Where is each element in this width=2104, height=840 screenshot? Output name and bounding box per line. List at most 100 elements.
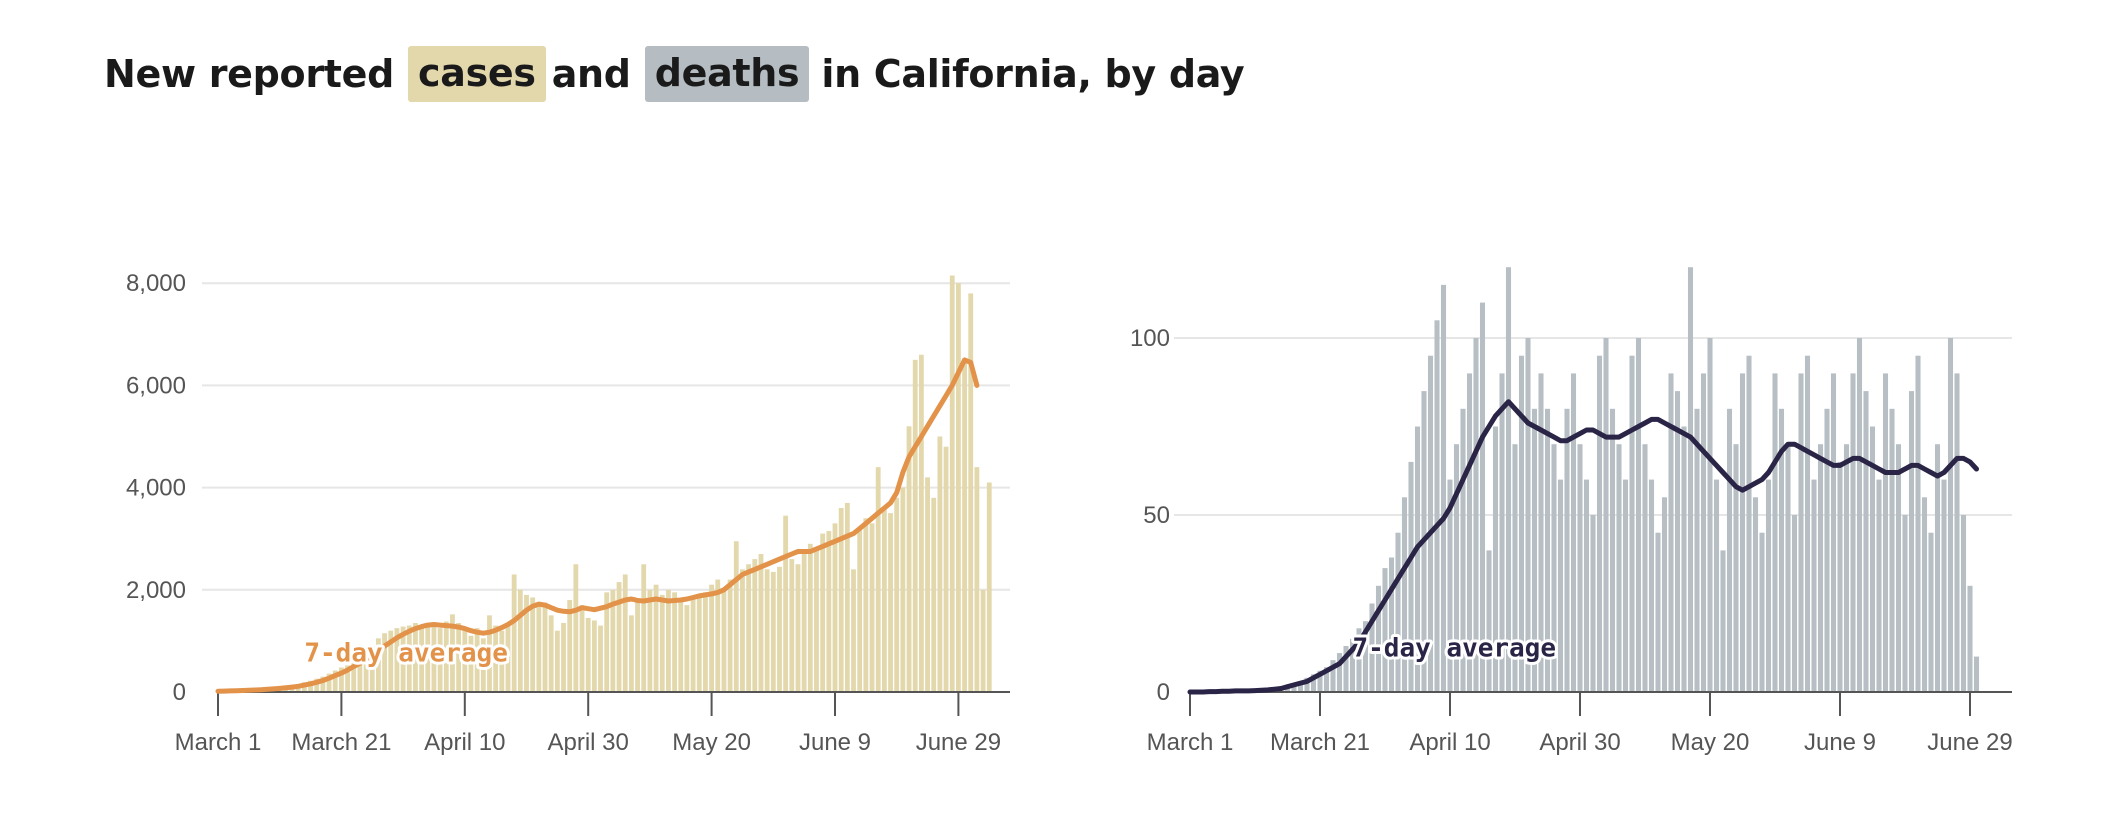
cases-bar [598,625,603,692]
deaths-bar [1824,408,1830,692]
deaths-bar [1791,515,1798,692]
deaths-bar [1499,373,1505,692]
deaths-bar [1876,479,1882,692]
deaths-y-tick-label: 50 [1143,502,1170,529]
deaths-bar [1941,479,1947,692]
cases-bar [332,670,338,692]
deaths-x-tick-label: March 1 [1147,729,1234,756]
cases-bar [875,467,881,692]
cases-bar [419,625,425,692]
deaths-bar [1746,355,1752,692]
cases-bar [616,582,622,692]
deaths-bar [1414,426,1421,692]
deaths-bar [1915,355,1921,692]
cases-bar [400,626,406,692]
deaths-bar [1648,479,1655,692]
cases-bar [857,528,863,692]
cases-bar [894,497,900,692]
cases-bar [443,621,449,692]
cases-bar [912,359,918,692]
deaths-bar [1525,338,1531,692]
deaths-bar [1778,408,1785,692]
deaths-bar [1544,408,1551,692]
cases-bar [308,680,313,692]
cases-bar [814,548,819,692]
deaths-bar [1440,284,1447,692]
cases-bar [764,569,770,692]
cases-bar [672,592,677,692]
cases-bar [721,589,727,692]
cases-bar [740,569,745,692]
deaths-bar [1356,628,1362,692]
cases-average-label: 7-day average [304,638,508,668]
deaths-bar [1609,408,1616,692]
deaths-bar [1531,408,1538,692]
cases-bar [548,615,554,692]
cases-bar [567,600,573,692]
cases-bar [326,673,332,692]
cases-bar [338,667,344,692]
deaths-bar [1603,338,1609,692]
deaths-bar [1577,444,1583,692]
deaths-bar [1733,444,1739,692]
deaths-bar [1863,391,1869,692]
deaths-bar [1694,408,1700,692]
deaths-x-tick-label: April 30 [1539,729,1620,756]
deaths-bar [1622,479,1629,692]
deaths-bar [1772,373,1778,692]
cases-bar [647,589,653,692]
cases-bar [622,574,628,692]
deaths-bar [1616,444,1622,692]
headline-suffix: in California, by day [821,52,1245,96]
cases-bar [456,623,462,692]
cases-bar [530,597,536,692]
cases-bar [863,518,869,692]
deaths-bar [1954,373,1960,692]
deaths-bar [1323,667,1330,692]
cases-x-tick-label: May 20 [672,729,751,756]
deaths-bar [1336,653,1343,692]
cases-bar [844,502,850,692]
deaths-bar [1375,585,1382,692]
cases-bar [709,584,715,692]
cases-bar [869,523,875,692]
cases-bar [851,569,856,692]
deaths-bar [1804,355,1811,692]
deaths-bar [1590,515,1596,692]
cases-bar [579,605,585,692]
cases-bar [505,623,511,692]
cases-bar [906,426,912,692]
deaths-y-tick-label: 100 [1130,325,1170,352]
deaths-bar [1291,684,1297,692]
deaths-bar [1655,532,1661,692]
cases-bar [733,541,739,692]
deaths-bar [1304,677,1310,692]
deaths-bar [1551,444,1557,692]
cases-bar [955,283,961,692]
deaths-bar [1512,444,1518,692]
cases-bar [314,678,320,692]
deaths-bar [1707,338,1713,692]
cases-bar [499,630,505,692]
deaths-x-tick-label: May 20 [1671,729,1750,756]
deaths-bar [1408,461,1414,692]
cases-bar [406,625,412,692]
cases-bar [968,293,974,692]
cases-chart: 0 2,000 4,000 6,000 8,000 March 1 March 21 Apri… [126,270,1010,756]
cases-bar [820,533,826,692]
cases-bar [826,531,832,692]
cases-bar [838,508,844,692]
deaths-bar [1395,532,1401,692]
deaths-bar [1889,408,1895,692]
deaths-bar [1427,355,1434,692]
cases-bar [536,605,542,692]
cases-bar [777,566,782,692]
cases-bar [462,630,468,692]
deaths-x-tick-label: April 10 [1409,729,1490,756]
cases-bar [554,630,560,692]
cases-y-tick-label: 0 [173,679,186,706]
cases-bar [561,623,566,692]
cases-bar [949,275,955,692]
cases-bar [585,617,591,692]
